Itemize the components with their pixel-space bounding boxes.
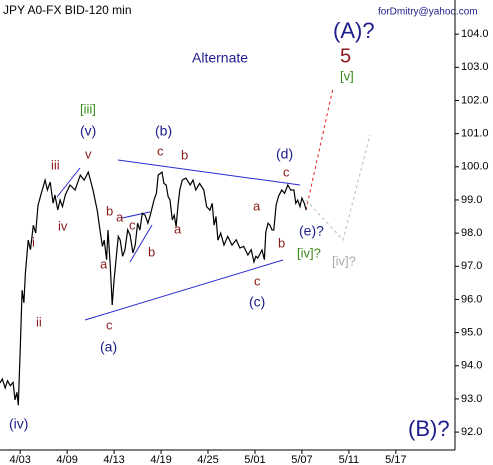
y-tick-label: 99.0 <box>461 194 482 206</box>
wave-label: Alternate <box>192 50 248 66</box>
wave-label: b <box>181 147 188 162</box>
wave-label: a <box>100 256 108 271</box>
wave-label: (b) <box>155 123 172 139</box>
wave-label: c <box>157 143 164 158</box>
x-tick-label: 4/19 <box>150 454 171 465</box>
y-tick-label: 104.0 <box>461 28 489 40</box>
y-tick-label: 94.0 <box>461 360 482 372</box>
wave-label: iv <box>58 218 68 233</box>
wave-label: (iv) <box>9 416 28 432</box>
y-tick-label: 93.0 <box>461 393 482 405</box>
projection <box>305 87 334 211</box>
x-tick-label: 4/25 <box>197 454 218 465</box>
watermark: forDmitry@yahoo.com <box>378 7 478 18</box>
x-tick-label: 4/09 <box>56 454 77 465</box>
wave-label: a <box>174 221 182 236</box>
x-tick-label: 5/01 <box>244 454 265 465</box>
y-tick-label: 96.0 <box>461 293 482 305</box>
trend-line <box>117 159 301 186</box>
wave-label: v <box>85 146 92 161</box>
x-tick-label: 5/17 <box>385 454 406 465</box>
wave-label: (d) <box>276 146 293 162</box>
projection <box>305 134 371 242</box>
wave-label: iii <box>51 157 60 172</box>
wave-label: (v) <box>80 123 96 139</box>
wave-label: c <box>254 273 261 288</box>
y-tick-label: 97.0 <box>461 260 482 272</box>
wave-label: b <box>148 244 155 259</box>
wave-label: (a) <box>100 339 117 355</box>
chart-title: JPY A0-FX BID-120 min <box>3 3 132 17</box>
price-line <box>0 170 307 406</box>
wave-label: (c) <box>249 294 265 310</box>
y-tick-label: 98.0 <box>461 227 482 239</box>
trend-line <box>121 211 151 219</box>
trend-line <box>84 259 284 321</box>
wave-label: a <box>116 209 124 224</box>
wave-label: (A)? <box>333 18 375 43</box>
x-tick-label: 5/11 <box>339 454 360 465</box>
y-tick-label: 92.0 <box>461 426 482 438</box>
wave-label: [iii] <box>80 101 96 116</box>
wave-label: [iv]? <box>332 253 356 268</box>
y-tick-label: 102.0 <box>461 94 489 106</box>
wave-label: (B)? <box>408 416 450 441</box>
wave-label: 5 <box>340 45 351 67</box>
y-tick-label: 95.0 <box>461 327 482 339</box>
trend-line <box>56 167 81 198</box>
wave-label: [v] <box>340 68 354 83</box>
wave-label: ii <box>36 314 42 329</box>
wave-label: i <box>32 234 35 249</box>
y-tick-label: 100.0 <box>461 161 489 173</box>
wave-label: [iv]? <box>297 245 321 260</box>
y-tick-label: 101.0 <box>461 128 489 140</box>
x-tick-label: 4/03 <box>9 454 30 465</box>
x-tick-label: 5/07 <box>291 454 312 465</box>
wave-label: c <box>283 164 290 179</box>
wave-label: b <box>106 203 113 218</box>
x-tick-label: 4/13 <box>103 454 124 465</box>
y-tick-label: 103.0 <box>461 61 489 73</box>
wave-label: c <box>106 317 113 332</box>
wave-label: b <box>278 235 285 250</box>
trend-line <box>129 224 153 263</box>
wave-label: a <box>253 198 261 213</box>
wave-label: (e)? <box>299 223 324 239</box>
wave-label: c <box>129 217 136 232</box>
